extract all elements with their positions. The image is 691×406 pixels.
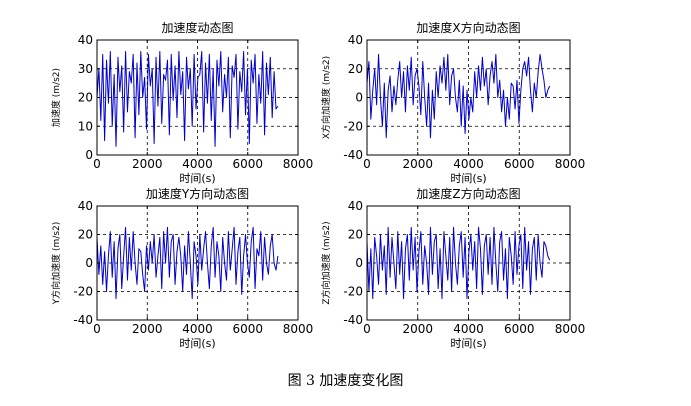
series-line-x-acceleration (366, 53, 551, 139)
y-tick-label: 10 (78, 119, 93, 133)
x-tick-label: 8000 (283, 322, 314, 336)
y-tick-label: 20 (348, 228, 363, 242)
x-tick-label: 4000 (453, 322, 484, 336)
x-tick-label: 4000 (182, 322, 213, 336)
chart-title: 加速度X方向动态图 (416, 20, 520, 35)
x-tick-label: 8000 (555, 322, 586, 336)
series-line-y-acceleration (96, 226, 279, 300)
x-tick-label: 0 (93, 322, 101, 336)
chart-title: 加速度动态图 (161, 20, 233, 35)
y-tick-label: 20 (78, 228, 93, 242)
y-tick-label: -40 (343, 313, 363, 327)
y-tick-label: 0 (85, 148, 93, 162)
x-tick-label: 2000 (132, 157, 163, 171)
x-tick-label: 6000 (232, 157, 263, 171)
y-tick-label: 40 (78, 199, 93, 213)
x-tick-label: 6000 (504, 322, 535, 336)
x-tick-label: 2000 (402, 157, 433, 171)
y-axis-label: Z方向加速度 (m/s2) (320, 221, 332, 304)
x-tick-label: 4000 (182, 157, 213, 171)
y-tick-label: 30 (78, 62, 93, 76)
x-tick-label: 2000 (132, 322, 163, 336)
y-axis-label: 加速度 (m/s2) (50, 68, 62, 127)
y-tick-label: 20 (348, 62, 363, 76)
x-tick-label: 0 (93, 157, 101, 171)
y-tick-label: 0 (355, 91, 363, 105)
y-tick-label: 20 (78, 91, 93, 105)
x-tick-label: 6000 (504, 157, 535, 171)
x-axis-label: 时间(s) (450, 172, 486, 185)
x-tick-label: 0 (363, 157, 371, 171)
series-line-acceleration (96, 51, 279, 147)
y-tick-label: -20 (343, 285, 363, 299)
x-tick-label: 0 (363, 322, 371, 336)
y-axis-label: X方向加速度 (m/s2) (320, 56, 332, 139)
y-tick-label: -20 (73, 285, 93, 299)
series-line-z-acceleration (366, 226, 551, 300)
figure-caption: 图 3 加速度变化图 (287, 373, 404, 389)
x-tick-label: 8000 (283, 157, 314, 171)
y-tick-label: 0 (355, 256, 363, 270)
x-axis-label: 时间(s) (179, 337, 215, 350)
x-tick-label: 6000 (232, 322, 263, 336)
chart-panel-3: 0 2000 4000 6000 8000 -40 -20 0 20 40 加速度Y方向动态图时间(… (50, 186, 313, 350)
y-tick-label: 40 (78, 33, 93, 47)
x-tick-label: 4000 (453, 157, 484, 171)
x-axis-label: 时间(s) (450, 337, 486, 350)
y-tick-label: 40 (348, 199, 363, 213)
y-tick-label: -40 (73, 313, 93, 327)
x-tick-label: 8000 (555, 157, 586, 171)
y-tick-label: -20 (343, 119, 363, 133)
y-tick-label: 0 (85, 256, 93, 270)
x-tick-label: 2000 (402, 322, 433, 336)
chart-panel-2: 0 2000 4000 6000 8000 -40 -20 0 20 40 加速度X方向动态图时间(… (320, 20, 585, 185)
y-tick-label: 40 (348, 33, 363, 47)
chart-title: 加速度Z方向动态图 (416, 186, 520, 201)
y-axis-label: Y方向加速度 (m/s2) (50, 222, 62, 306)
chart-panel-4: 0 2000 4000 6000 8000 -40 -20 0 20 40 加速度Z方向动态图时间(… (320, 186, 585, 350)
y-tick-label: -40 (343, 148, 363, 162)
chart-title: 加速度Y方向动态图 (146, 186, 249, 201)
x-axis-label: 时间(s) (179, 172, 215, 185)
